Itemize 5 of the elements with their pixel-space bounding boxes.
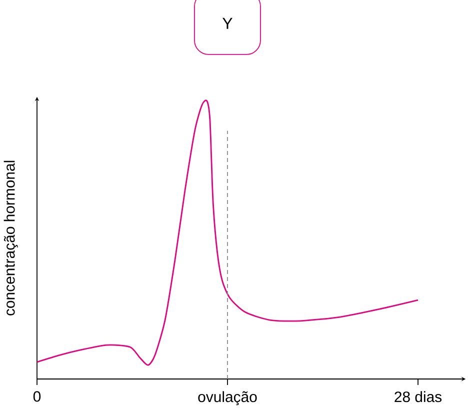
x-tick-label: 28 dias [394, 391, 442, 402]
y-axis-title: concentração hormonal [4, 160, 18, 316]
chart-title: Y [222, 18, 232, 29]
x-tick-label: ovulação [198, 391, 257, 406]
x-tick-label: 0 [33, 391, 41, 402]
